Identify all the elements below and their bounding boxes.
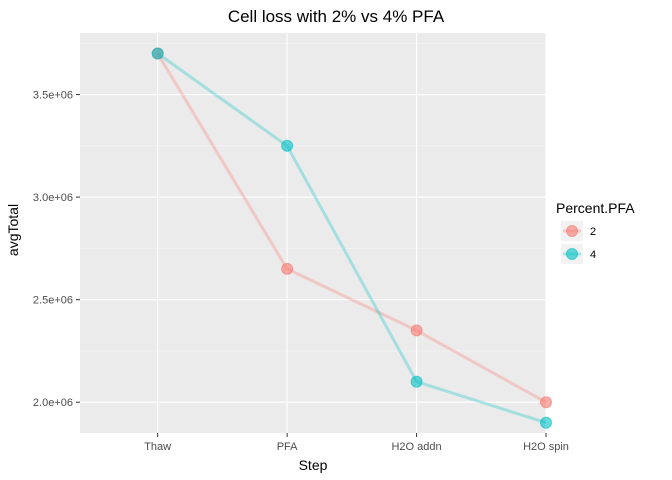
legend-key-point-2 xyxy=(566,225,578,237)
y-tick-label: 3.5e+06 xyxy=(33,90,73,102)
legend-title: Percent.PFA xyxy=(556,200,635,216)
x-axis-title: Step xyxy=(299,457,328,473)
y-tick-label: 3.0e+06 xyxy=(33,192,73,204)
series-points xyxy=(151,47,552,429)
data-point-2-PFA xyxy=(281,262,294,275)
x-tick-label: H2O spin xyxy=(523,441,569,453)
y-tick-label: 2.5e+06 xyxy=(33,295,73,307)
legend-label-2: 2 xyxy=(590,226,596,238)
data-point-4-H2O-spin xyxy=(540,416,552,429)
y-tick-label: 2.0e+06 xyxy=(33,397,73,409)
data-point-2-H2O-addn xyxy=(410,324,423,337)
data-point-2-H2O-spin xyxy=(540,396,552,409)
data-point-4-H2O-addn xyxy=(410,375,423,388)
data-point-4-PFA xyxy=(281,139,294,152)
plot-background xyxy=(80,33,546,433)
legend-label-4: 4 xyxy=(590,249,596,261)
plot-panel xyxy=(80,33,546,433)
legend: Percent.PFA 2 4 xyxy=(556,200,635,264)
axes: 2.0e+06 2.5e+06 3.0e+06 3.5e+06 Thaw PFA H2O a… xyxy=(33,90,569,453)
series-line-4 xyxy=(156,52,547,425)
data-point-4-Thaw xyxy=(151,47,164,60)
chart-title: Cell loss with 2% vs 4% PFA xyxy=(228,7,445,26)
series-line-2 xyxy=(156,52,547,404)
series-lines xyxy=(156,52,547,425)
y-axis-title: avgTotal xyxy=(5,204,21,256)
x-tick-label: PFA xyxy=(277,441,298,453)
grid-lines xyxy=(80,33,547,433)
legend-key-point-4 xyxy=(566,248,578,260)
x-tick-label: H2O addn xyxy=(391,441,441,453)
x-tick-label: Thaw xyxy=(144,441,171,453)
